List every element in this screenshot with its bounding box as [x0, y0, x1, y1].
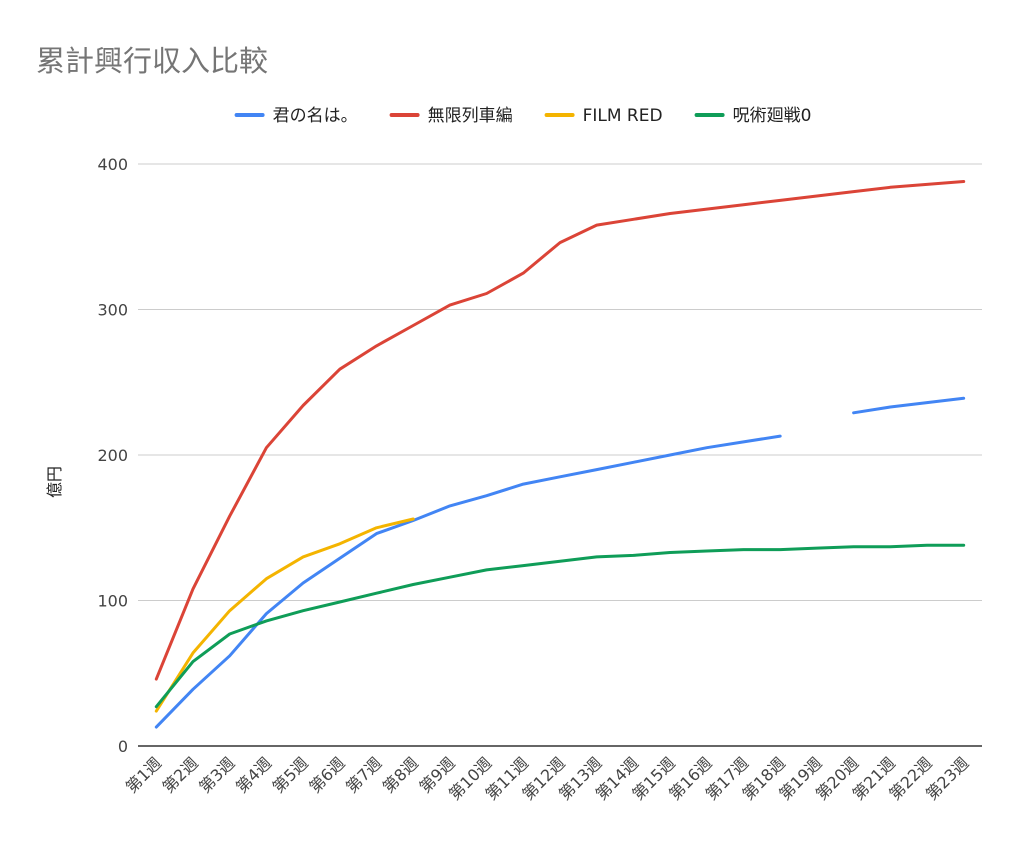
legend-item-3: 呪術廻戦0 [694, 106, 812, 126]
legend-item-0: 君の名は。 [234, 106, 358, 126]
x-tick-label: 第2週 [159, 753, 202, 796]
y-tick-label: 200 [97, 446, 128, 465]
x-tick-label: 第6週 [305, 753, 348, 796]
legend-item-2: FILM RED [544, 106, 663, 126]
y-axis-label: 億円 [45, 466, 64, 498]
x-tick-label: 第8週 [379, 753, 422, 796]
legend-label: 君の名は。 [273, 106, 358, 126]
series-line-2 [154, 517, 415, 713]
chart-title: 累計興行収入比較 [36, 44, 268, 78]
x-tick-label: 第3週 [195, 753, 238, 796]
series-line-1 [154, 180, 966, 681]
series-lines [154, 180, 966, 729]
y-tick-label: 400 [97, 155, 128, 174]
y-tick-label: 300 [97, 301, 128, 320]
y-axis-ticks: 0 100 200 300 400 [97, 155, 128, 756]
x-axis-ticks: 第1週第2週第3週第4週第5週第6週第7週第8週第9週第10週第11週第12週第… [122, 753, 973, 803]
legend-label: FILM RED [583, 106, 663, 126]
gridlines [138, 163, 982, 601]
x-tick-label: 第7週 [342, 753, 385, 796]
y-tick-label: 100 [97, 592, 128, 611]
legend-label: 呪術廻戦0 [733, 106, 812, 126]
legend-label: 無限列車編 [428, 106, 513, 126]
y-tick-label: 0 [118, 737, 128, 756]
legend: 君の名は。 無限列車編 FILM RED 呪術廻戦0 [234, 106, 812, 126]
x-tick-label: 第5週 [269, 753, 312, 796]
series-line-0 [154, 396, 966, 729]
series-line-3 [154, 543, 966, 709]
x-tick-label: 第1週 [122, 753, 165, 796]
x-tick-label: 第4週 [232, 753, 275, 796]
legend-item-1: 無限列車編 [389, 106, 513, 126]
